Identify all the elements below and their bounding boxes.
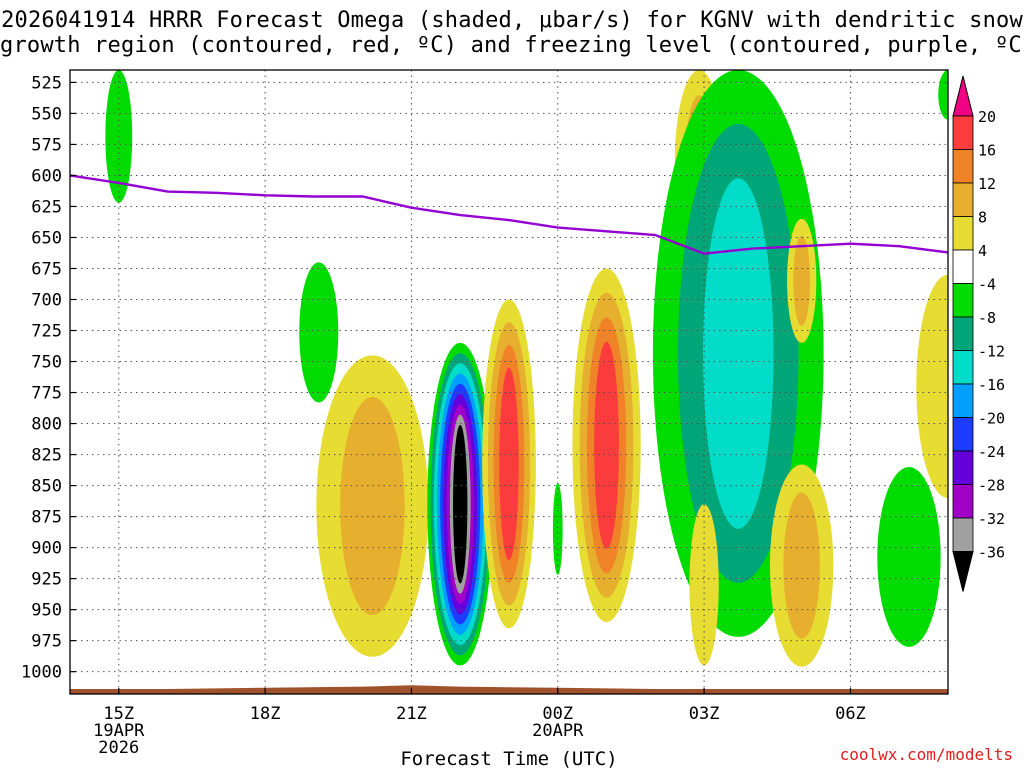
x-axis-label: Forecast Time (UTC) <box>400 748 617 768</box>
omega-band-ascent-band-03z-2 <box>702 178 774 529</box>
omega-region-descent-01z <box>572 268 641 623</box>
y-tick-label-525: 525 <box>31 73 62 93</box>
x-tick-label-06Z: 06Z <box>835 704 866 724</box>
colorbar-segment-5 <box>952 249 974 284</box>
colorbar-segment-1 <box>952 115 974 150</box>
omega-band-descent-20z-1 <box>340 396 405 616</box>
colorbar-segment-10 <box>952 417 974 452</box>
colorbar-segment-2 <box>952 149 974 184</box>
x-tick-date-00Z: 20APR <box>532 721 584 741</box>
colorbar-label--32: -32 <box>978 510 1005 528</box>
colorbar-segment-13 <box>952 517 974 552</box>
omega-band-strong-ascent-22z-8 <box>453 424 468 584</box>
omega-band-descent-05z-lower-1 <box>783 492 820 639</box>
colorbar-label--20: -20 <box>978 410 1005 428</box>
colorbar-top-arrow <box>952 75 974 117</box>
y-tick-label-575: 575 <box>31 135 62 155</box>
credit-text: coolwx.com/modelts <box>840 745 1013 764</box>
omega-region-descent-05z-lower <box>769 464 834 667</box>
plot-frame <box>69 69 949 695</box>
omega-band-descent-01z-3 <box>594 341 619 549</box>
colorbar: 20 16 12 8 4 -4 -8 -12 -16 -20 -24 -28 -32 -36 <box>952 75 1005 592</box>
x-tick-label-15Z: 15Z <box>103 704 134 724</box>
y-tick-label-875: 875 <box>31 508 62 528</box>
colorbar-label--8: -8 <box>978 309 996 327</box>
y-tick-label-975: 975 <box>31 632 62 652</box>
y-tick-label-950: 950 <box>31 601 62 621</box>
x-tick-year-15Z: 2026 <box>98 738 139 758</box>
x-tick-label-18Z: 18Z <box>250 704 281 724</box>
y-tick-label-725: 725 <box>31 322 62 342</box>
surface-terrain <box>70 685 948 694</box>
y-tick-label-625: 625 <box>31 197 62 217</box>
colorbar-label-8: 8 <box>978 209 987 227</box>
x-tick-date-15Z: 19APR <box>93 721 145 741</box>
colorbar-label-4: 4 <box>978 242 987 260</box>
colorbar-segment-7 <box>952 316 974 351</box>
y-tick-label-825: 825 <box>31 446 62 466</box>
y-tick-label-775: 775 <box>31 384 62 404</box>
omega-region-descent-23z <box>482 299 536 629</box>
y-tick-label-600: 600 <box>31 166 62 186</box>
chart-title: 2026041914 HRRR Forecast Omega (shaded, … <box>0 8 1024 58</box>
freezing-level-line <box>69 174 949 255</box>
colorbar-segment-4 <box>952 216 974 251</box>
omega-region-ascent-band-03z <box>652 70 824 637</box>
colorbar-label-16: 16 <box>978 142 996 160</box>
omega-region-small-ascent-00z <box>552 483 563 575</box>
colorbar-label-20: 20 <box>978 108 996 126</box>
colorbar-label--16: -16 <box>978 376 1005 394</box>
colorbar-segment-6 <box>952 283 974 318</box>
y-tick-label-550: 550 <box>31 104 62 124</box>
surface-area <box>70 685 948 694</box>
omega-band-ascent-07z-0 <box>877 466 941 647</box>
colorbar-label--36: -36 <box>978 544 1005 562</box>
omega-band-small-ascent-00z-0 <box>552 483 563 575</box>
omega-region-ascent-07z <box>877 466 941 647</box>
y-tick-label-750: 750 <box>31 353 62 373</box>
colorbar-segment-8 <box>952 350 974 385</box>
omega-shading <box>105 70 948 667</box>
grid-lines <box>70 70 948 694</box>
omega-band-descent-05z-small-1 <box>793 236 811 326</box>
x-tick-label-00Z: 00Z <box>542 704 573 724</box>
y-tick-label-700: 700 <box>31 291 62 311</box>
y-tick-label-925: 925 <box>31 570 62 590</box>
colorbar-bottom-arrow <box>952 551 974 592</box>
omega-region-descent-03z-lower <box>689 504 719 666</box>
omega-band-ascent-19z-0 <box>299 262 339 403</box>
colorbar-segment-9 <box>952 383 974 418</box>
freezing-level-contour <box>69 174 949 255</box>
x-tick-label-21Z: 21Z <box>396 704 427 724</box>
title-line-2: growth region (contoured, red, ºC) and f… <box>0 33 1024 58</box>
omega-band-descent-03z-lower-0 <box>689 504 719 666</box>
pressure-axis: 525 550 575 600 625 650 675 700 725 750 775 800 825 8… <box>21 73 76 683</box>
colorbar-label-12: 12 <box>978 175 996 193</box>
colorbar-segment-3 <box>952 182 974 217</box>
omega-region-ascent-19z <box>299 262 339 403</box>
y-tick-label-650: 650 <box>31 228 62 248</box>
omega-region-descent-20z <box>316 355 429 657</box>
omega-band-descent-23z-3 <box>499 367 519 561</box>
y-tick-label-900: 900 <box>31 539 62 559</box>
colorbar-segment-11 <box>952 450 974 485</box>
colorbar-label--12: -12 <box>978 343 1005 361</box>
omega-region-descent-05z-small <box>787 218 817 343</box>
y-tick-label-1000: 1000 <box>21 663 62 683</box>
colorbar-label--24: -24 <box>978 443 1005 461</box>
title-line-1: 2026041914 HRRR Forecast Omega (shaded, … <box>1 8 1023 33</box>
y-tick-label-850: 850 <box>31 477 62 497</box>
colorbar-label--4: -4 <box>978 276 996 294</box>
y-tick-label-675: 675 <box>31 259 62 279</box>
y-tick-label-800: 800 <box>31 415 62 435</box>
colorbar-label--28: -28 <box>978 477 1005 495</box>
colorbar-segment-12 <box>952 484 974 519</box>
x-tick-label-03Z: 03Z <box>689 704 720 724</box>
